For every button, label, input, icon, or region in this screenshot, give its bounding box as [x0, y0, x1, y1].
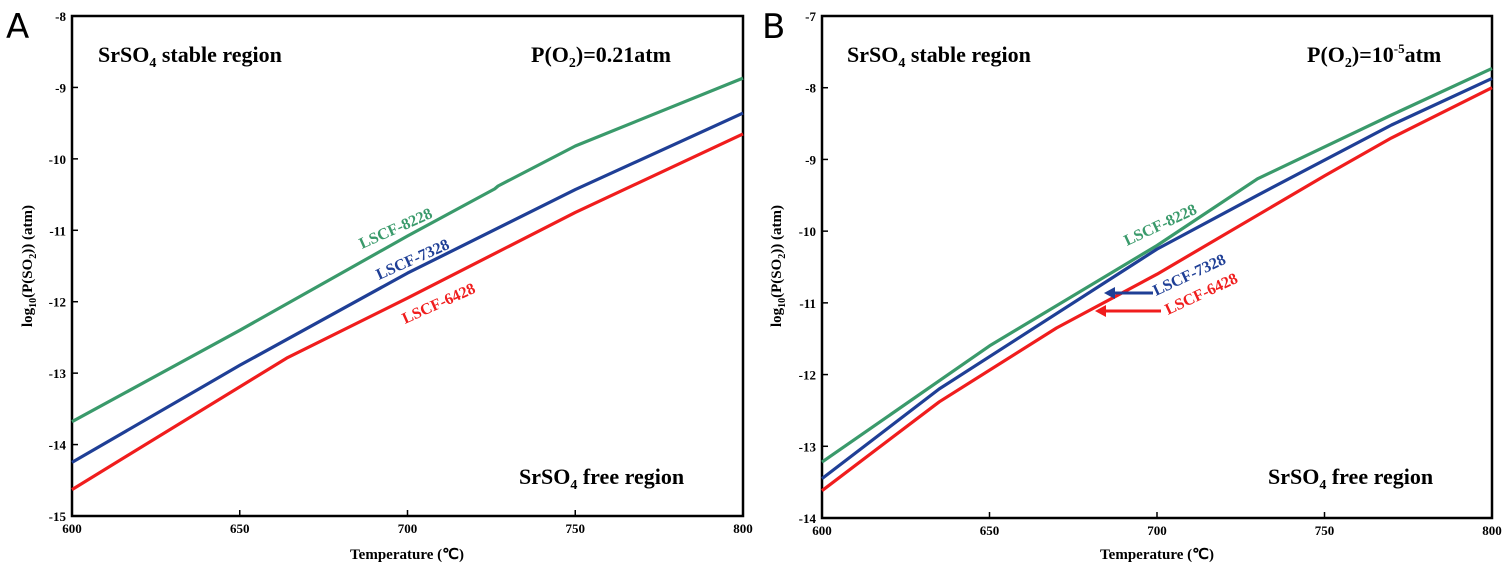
panel-a-series — [71, 76, 744, 491]
panel-b-letter: B — [762, 7, 785, 47]
panel-b-x-tick-label: 700 — [1147, 523, 1167, 538]
panel-b-series-line-lscf-7328 — [821, 76, 1493, 480]
panel-a-y-tick-label: -14 — [49, 438, 67, 453]
panel-b-arrowhead-lscf-7328 — [1104, 287, 1115, 299]
panel-b-y-tick-label: -9 — [805, 152, 816, 167]
panel-a-series-label-lscf-7328: LSCF-7328 — [374, 236, 452, 283]
panel-a-x-axis-title: Temperature (℃) — [350, 547, 464, 563]
panel-b-y-tick-label: -8 — [805, 81, 816, 96]
panel-a-y-axis-title: log10(P(SO2)) (atm) — [20, 205, 39, 327]
panel-a-y-tick-label: -9 — [55, 80, 66, 95]
panel-a-stable-region-label: SrSO4 stable region — [98, 42, 282, 71]
panel-a-x-tick-label: 600 — [62, 521, 82, 536]
panel-b-x-tick-label: 650 — [980, 523, 1000, 538]
panel-a-series-line-lscf-6428 — [71, 132, 744, 491]
panel-a-y-tick-label: -15 — [49, 509, 67, 524]
panel-b-y-tick-label: -13 — [799, 439, 817, 454]
panel-b-series-line-lscf-8228 — [821, 66, 1493, 464]
panel-a-x-tick-label: 650 — [230, 521, 250, 536]
panel-a-ticks: 600 650 700 750 800 -15 -14 -13 -12 -11 -10 -9 -8 — [49, 9, 753, 536]
panel-b-x-tick-label: 800 — [1482, 523, 1502, 538]
panel-b-y-tick-label: -7 — [805, 9, 816, 24]
panel-a: A 600 650 700 750 800-15-14-13-12-11-10-9-8 … — [6, 7, 753, 563]
panel-b-x-axis-title: Temperature (℃) — [1100, 547, 1214, 563]
panel-b-y-tick-label: -12 — [799, 368, 816, 383]
panel-b-y-tick-label: -11 — [799, 296, 816, 311]
panel-a-x-tick-label: 800 — [733, 521, 753, 536]
panel-b-y-tick-label: -14 — [799, 511, 817, 526]
panel-a-free-region-label: SrSO4 free region — [519, 464, 684, 493]
panel-b-series — [821, 66, 1493, 492]
panel-a-series-line-lscf-8228 — [71, 76, 744, 424]
panel-a-y-tick-label: -13 — [49, 366, 67, 381]
panel-a-po2-label: P(O2)=0.21atm — [531, 42, 671, 71]
panel-a-series-label-lscf-6428: LSCF-6428 — [400, 280, 478, 327]
panel-a-y-tick-label: -11 — [49, 223, 66, 238]
panel-b-po2-label: P(O2)=10-5atm — [1307, 41, 1441, 71]
panel-b: B 600 650 700 750 800 -14 -13 -12 -11 -10 -9 -8 -7 T… — [762, 7, 1502, 563]
panel-a-series-line-lscf-7328 — [71, 111, 744, 464]
panel-b-x-tick-label: 600 — [812, 523, 832, 538]
panel-b-x-tick-label: 750 — [1315, 523, 1335, 538]
panel-b-y-axis-title: log10(P(SO2)) (atm) — [769, 205, 788, 327]
panel-a-y-tick-label: -10 — [49, 152, 66, 167]
panel-b-stable-region-label: SrSO4 stable region — [847, 42, 1031, 71]
panel-b-arrowhead-lscf-6428 — [1095, 305, 1106, 317]
panel-a-y-tick-label: -8 — [55, 9, 66, 24]
panel-a-x-tick-label: 700 — [398, 521, 418, 536]
panel-a-letter: A — [6, 7, 29, 47]
panel-a-x-tick-label: 750 — [566, 521, 586, 536]
panel-b-y-tick-label: -10 — [799, 224, 816, 239]
panel-b-series-line-lscf-6428 — [821, 86, 1493, 492]
panel-a-y-tick-label: -12 — [49, 295, 66, 310]
panel-b-plot-frame — [820, 14, 1494, 520]
panel-b-ticks: 600 650 700 750 800 -14 -13 -12 -11 -10 -9 -8 -7 — [799, 9, 1502, 538]
panel-b-free-region-label: SrSO4 free region — [1268, 464, 1433, 493]
